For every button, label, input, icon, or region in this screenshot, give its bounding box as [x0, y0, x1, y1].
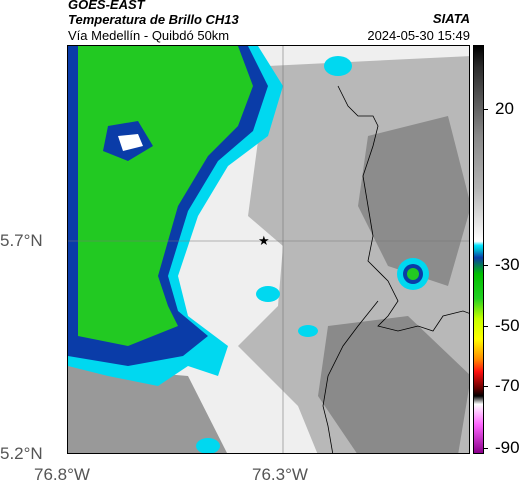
route-subtitle: Vía Medellín - Quibdó 50km: [68, 28, 230, 43]
colorbar-tick: [484, 448, 488, 449]
lon-label: 76.3°W: [252, 465, 308, 484]
boundary-line: [337, 85, 469, 332]
cold-cloud-hole: [118, 134, 143, 151]
colorbar-label: 20: [495, 99, 514, 118]
colorbar-tick: [484, 265, 488, 266]
cloud-gray-dark: [318, 316, 469, 453]
lat-label: 5.7°N: [0, 231, 43, 250]
lat-label: 5.2°N: [0, 444, 43, 463]
lon-label: 76.8°W: [34, 465, 90, 484]
cold-cell: [256, 286, 280, 302]
cold-cloud-green: [78, 46, 253, 346]
channel-title: Temperatura de Brillo CH13: [68, 12, 239, 27]
boundary-line: [322, 300, 379, 453]
org-label: SIATA: [432, 11, 470, 26]
colorbar-tick: [484, 386, 488, 387]
cloud-gray-dark: [358, 116, 469, 286]
timestamp: 2024-05-30 15:49: [367, 28, 470, 43]
cold-cell: [324, 56, 352, 76]
cold-cell: [298, 325, 318, 337]
colorbar: [473, 45, 484, 454]
satellite-map[interactable]: ★: [67, 45, 470, 454]
product-title: GOES-EAST: [68, 0, 145, 12]
colorbar-tick: [484, 326, 488, 327]
cold-cell: [407, 268, 419, 280]
colorbar-label: -30: [495, 255, 520, 274]
cold-cell: [196, 438, 220, 453]
star-icon: ★: [258, 234, 270, 249]
colorbar-tick: [484, 109, 488, 110]
cloud-gray-dark: [68, 366, 227, 453]
colorbar-label: -90: [495, 438, 520, 457]
colorbar-label: -50: [495, 316, 520, 335]
colorbar-label: -70: [495, 376, 520, 395]
